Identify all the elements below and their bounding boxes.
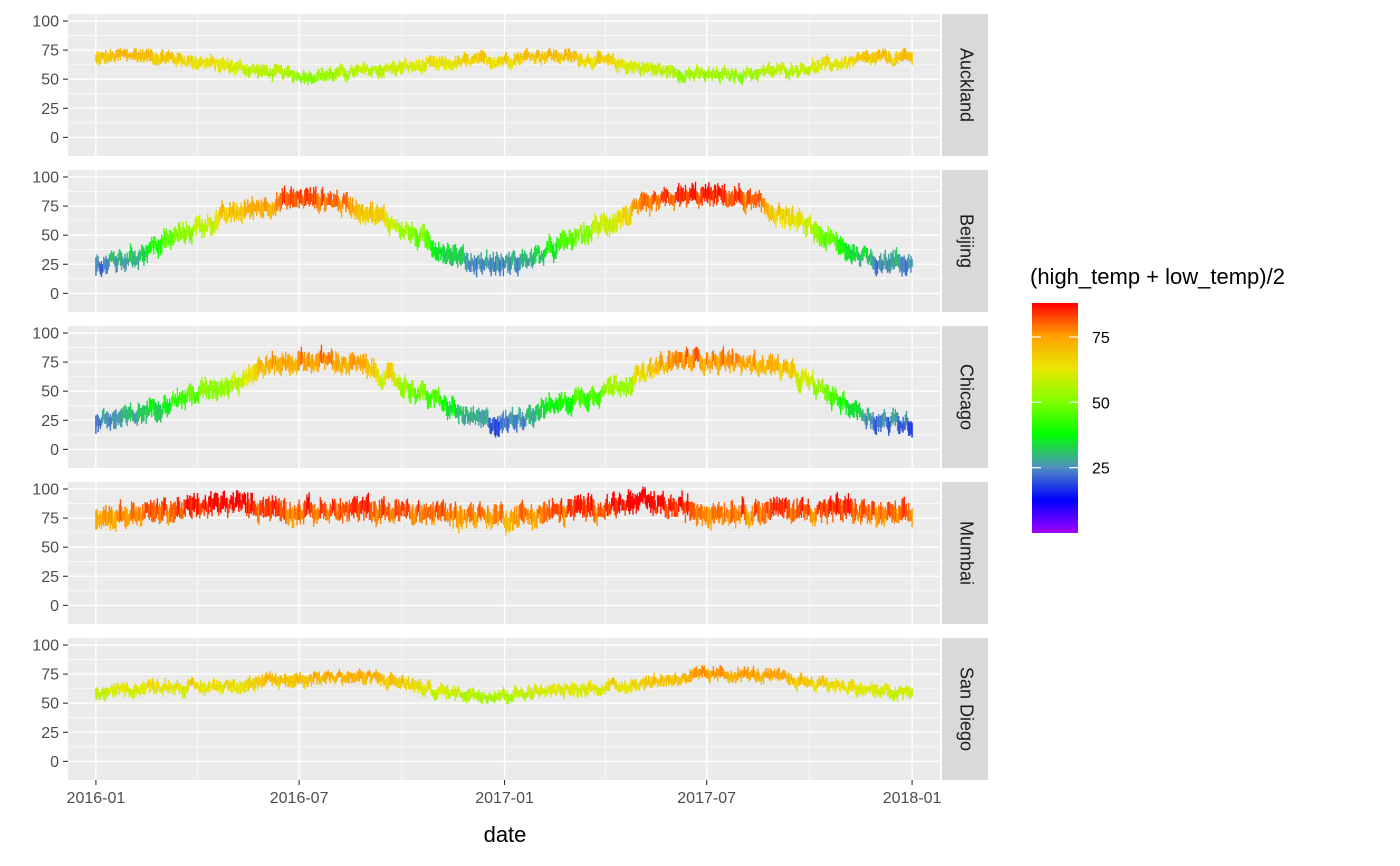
series-chicago [95, 344, 913, 438]
x-tick-label: 2016-01 [67, 790, 126, 807]
x-tick-label: 2016-07 [270, 790, 329, 807]
legend-tick-label: 25 [1092, 461, 1110, 478]
facet-panel-san-diego: 0 25 50 75 100 San Diego [32, 637, 988, 780]
series-san-diego [95, 665, 913, 705]
y-tick-label: 50 [41, 696, 59, 713]
legend-title: (high_temp + low_temp)/2 [1030, 264, 1285, 289]
facet-panel-auckland: 0 25 50 75 100 Auckland [32, 13, 988, 156]
legend-colorbar [1032, 303, 1078, 533]
y-tick-label: 25 [41, 101, 59, 118]
facet-label: Chicago [956, 364, 976, 430]
series-mumbai [95, 486, 913, 536]
y-tick-label: 0 [50, 754, 59, 771]
y-tick-label: 0 [50, 286, 59, 303]
x-tick-label: 2017-07 [677, 790, 736, 807]
y-tick-label: 75 [41, 43, 59, 60]
y-tick-label: 50 [41, 540, 59, 557]
y-tick-label: 100 [32, 325, 59, 342]
facet-strip [942, 170, 988, 312]
y-tick-label: 25 [41, 725, 59, 742]
y-tick-label: 0 [50, 598, 59, 615]
y-tick-label: 50 [41, 72, 59, 89]
x-axis: 2016-01 2016-07 2017-01 2017-07 2018-01 [67, 780, 942, 807]
facet-strip [942, 638, 988, 780]
y-tick-label: 0 [50, 130, 59, 147]
y-tick-label: 100 [32, 169, 59, 186]
y-tick-label: 75 [41, 667, 59, 684]
y-tick-label: 100 [32, 481, 59, 498]
x-tick-label: 2018-01 [883, 790, 942, 807]
facet-panel-chicago: 0 25 50 75 100 Chicago [32, 325, 988, 468]
facet-strip [942, 14, 988, 156]
legend-tick-label: 50 [1092, 395, 1110, 412]
y-tick-label: 50 [41, 384, 59, 401]
y-tick-label: 75 [41, 199, 59, 216]
facet-strip [942, 326, 988, 468]
facet-panel-beijing: 0 25 50 75 100 Beijing [32, 169, 988, 312]
y-tick-label: 0 [50, 442, 59, 459]
y-tick-label: 75 [41, 355, 59, 372]
y-tick-label: 25 [41, 257, 59, 274]
y-tick-label: 50 [41, 228, 59, 245]
x-tick-label: 2017-01 [475, 790, 534, 807]
y-tick-label: 75 [41, 511, 59, 528]
facet-panel-mumbai: 0 25 50 75 100 Mumbai [32, 481, 988, 624]
y-tick-label: 25 [41, 569, 59, 586]
facet-label: Beijing [956, 214, 976, 268]
y-tick-label: 100 [32, 637, 59, 654]
color-legend: (high_temp + low_temp)/2 25 50 75 [1030, 264, 1285, 533]
panels-layer: 0 25 50 75 100 Auckland 0 25 50 75 100 Beijing 0 25 50… [32, 13, 988, 780]
facet-label: San Diego [956, 667, 976, 751]
x-axis-title: date [484, 822, 527, 847]
legend-tick-label: 75 [1092, 330, 1110, 347]
facet-strip [942, 482, 988, 624]
series-auckland [95, 47, 913, 85]
series-beijing [95, 181, 913, 278]
facet-label: Auckland [956, 48, 976, 122]
y-tick-label: 25 [41, 413, 59, 430]
y-tick-label: 100 [32, 13, 59, 30]
facet-label: Mumbai [956, 521, 976, 585]
